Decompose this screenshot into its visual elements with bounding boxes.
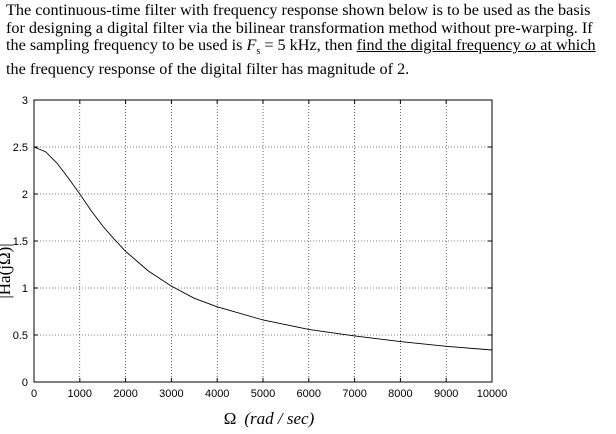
problem-task-underlined: find the digital frequency ω at which [357, 36, 596, 54]
x-tick-label: 7000 [342, 388, 366, 400]
y-tick-label: 2.5 [13, 142, 28, 154]
x-tick-label: 9000 [434, 388, 458, 400]
y-tick-labels: 0 0.5 1 1.5 2 2.5 3 [13, 95, 28, 389]
x-axis-label: Ω (rad / sec) [224, 409, 315, 428]
x-tick-label: 8000 [388, 388, 412, 400]
y-tick-label: 2 [22, 189, 28, 201]
omega-symbol: ω [524, 36, 537, 54]
x-tick-labels: 0 1000 2000 3000 4000 5000 6000 7000 8000 9000 100… [31, 388, 507, 400]
series-line [33, 146, 493, 351]
x-tick-label: 4000 [205, 388, 229, 400]
y-tick-label: 1 [22, 283, 28, 295]
x-tick-label: 3000 [159, 388, 183, 400]
tick-marks [33, 99, 493, 383]
problem-statement: The continuous-time filter with frequenc… [6, 1, 612, 78]
problem-text-2: = 5 kHz, then [260, 36, 357, 54]
y-tick-label: 3 [22, 95, 28, 107]
y-tick-label: 0 [22, 377, 28, 389]
problem-text-3: find the digital frequency [356, 36, 525, 54]
problem-text-4: at which [536, 36, 596, 54]
x-tick-label: 0 [31, 388, 37, 400]
x-tick-label: 5000 [251, 388, 275, 400]
problem-text-5: the frequency response of the digital fi… [6, 59, 410, 78]
x-axis-unit: (rad / sec) [244, 409, 314, 428]
y-tick-label: 1.5 [13, 236, 28, 248]
grid [34, 100, 492, 382]
y-axis-label: |Ha(jΩ)| [0, 243, 14, 298]
x-tick-label: 1000 [68, 388, 92, 400]
fs-symbol: F [246, 36, 257, 54]
x-tick-label: 6000 [297, 388, 321, 400]
y-tick-label: 0.5 [13, 330, 28, 342]
x-tick-label: 10000 [477, 388, 508, 400]
x-tick-label: 2000 [113, 388, 137, 400]
fs-subscript: s [256, 46, 261, 58]
problem-text-1: The continuous-time filter with frequenc… [6, 1, 593, 54]
x-axis-symbol: Ω [224, 409, 237, 428]
